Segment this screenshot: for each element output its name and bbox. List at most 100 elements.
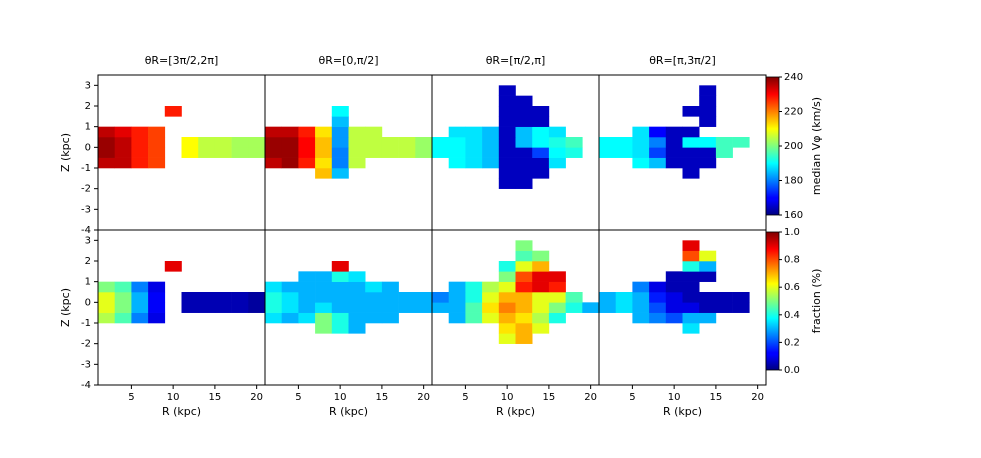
heatmap-cell (365, 312, 383, 324)
y-tick-label: 0 (85, 297, 91, 308)
heatmap-cell (498, 292, 516, 303)
heatmap-cell (265, 126, 282, 138)
heatmap-cell (231, 292, 249, 303)
heatmap-cell (482, 137, 500, 148)
heatmap-cell (432, 147, 449, 158)
heatmap-cell (515, 126, 533, 138)
heatmap-cell (632, 147, 650, 158)
heatmap-cell (198, 147, 216, 158)
heatmap-cell (365, 137, 383, 148)
heatmap-cell (131, 292, 149, 303)
heatmap-cell (649, 137, 667, 148)
heatmap-cell (448, 281, 466, 293)
heatmap-cell (632, 137, 650, 148)
heatmap-cell (498, 271, 516, 282)
heatmap-cell (715, 137, 733, 148)
heatmap-cell (482, 281, 500, 293)
heatmap-cell (498, 85, 516, 96)
heatmap-cell (465, 302, 483, 313)
y-tick-label: -2 (81, 339, 91, 350)
heatmap-cell (548, 157, 566, 169)
heatmap-cell (381, 312, 399, 324)
heatmap-cell (632, 312, 650, 324)
heatmap-cell (532, 323, 550, 334)
heatmap-cell (298, 312, 316, 324)
heatmap-cell (398, 147, 416, 158)
heatmap-cell (231, 302, 249, 313)
heatmap-cell (548, 147, 566, 158)
heatmap-cell (415, 302, 433, 313)
heatmap-cell (114, 312, 132, 324)
heatmap-cell (131, 312, 149, 324)
heatmap-cell (699, 292, 717, 303)
x-tick-label: 15 (376, 392, 389, 403)
heatmap-cell (265, 312, 282, 324)
heatmap-cell (515, 312, 533, 324)
heatmap-cell (682, 323, 700, 334)
heatmap-cell (615, 147, 633, 158)
heatmap-cell (699, 95, 717, 107)
heatmap-cell (365, 147, 383, 158)
heatmap-cell (498, 281, 516, 293)
x-tick-label: 10 (167, 392, 180, 403)
heatmap-cell (331, 261, 349, 272)
heatmap-cell (281, 147, 299, 158)
heatmap-cell (498, 178, 516, 189)
heatmap-cell (649, 281, 667, 293)
heatmap-cell (281, 312, 299, 324)
heatmap-cell (498, 106, 516, 117)
heatmap-cell (699, 157, 717, 169)
heatmap-cell (448, 302, 466, 313)
x-axis-label: R (kpc) (329, 405, 368, 418)
heatmap-cell (682, 261, 700, 272)
heatmap-cell (515, 137, 533, 148)
x-tick-label: 20 (751, 392, 764, 403)
heatmap-cell (381, 281, 399, 293)
colorbar-tick-label: 240 (784, 72, 803, 83)
heatmap-cell (465, 312, 483, 324)
heatmap-cell (682, 312, 700, 324)
heatmap-cell (665, 302, 683, 313)
heatmap-cell (248, 292, 266, 303)
heatmap-cell (699, 271, 717, 282)
heatmap-cell (331, 271, 349, 282)
heatmap-cell (298, 126, 316, 138)
heatmap-cell (599, 147, 616, 158)
heatmap-cell (365, 126, 383, 138)
x-tick-label: 15 (543, 392, 556, 403)
heatmap-cell (532, 302, 550, 313)
x-axis-label: R (kpc) (496, 405, 535, 418)
heatmap-cell (565, 292, 583, 303)
heatmap-cell (498, 126, 516, 138)
heatmap-cell (331, 312, 349, 324)
heatmap-cell (315, 292, 333, 303)
heatmap-cell (465, 126, 483, 138)
heatmap-cell (565, 147, 583, 158)
heatmap-cell (649, 126, 667, 138)
heatmap-cell (315, 157, 333, 169)
heatmap-cell (482, 312, 500, 324)
heatmap-cell (98, 137, 115, 148)
heatmap-cell (682, 126, 700, 138)
colorbar-tick-label: 180 (784, 176, 803, 187)
y-tick-label: 1 (85, 122, 91, 133)
y-tick-label: -2 (81, 184, 91, 195)
y-tick-label: -3 (81, 359, 91, 370)
heatmap-cell (315, 302, 333, 313)
heatmap-cell (682, 292, 700, 303)
heatmap-cell (632, 157, 650, 169)
heatmap-cell (732, 302, 750, 313)
heatmap-cell (515, 281, 533, 293)
heatmap-cell (265, 147, 282, 158)
y-tick-label: 3 (85, 235, 91, 246)
heatmap-cell (682, 240, 700, 251)
x-tick-label: 20 (584, 392, 597, 403)
heatmap-cell (214, 302, 232, 313)
heatmap-cell (148, 281, 166, 293)
y-axis-label: Z (kpc) (59, 133, 72, 172)
heatmap-cell (148, 157, 166, 169)
heatmap-cell (198, 302, 216, 313)
heatmap-cell (331, 302, 349, 313)
heatmap-cell (682, 157, 700, 169)
heatmap-cell (599, 137, 616, 148)
